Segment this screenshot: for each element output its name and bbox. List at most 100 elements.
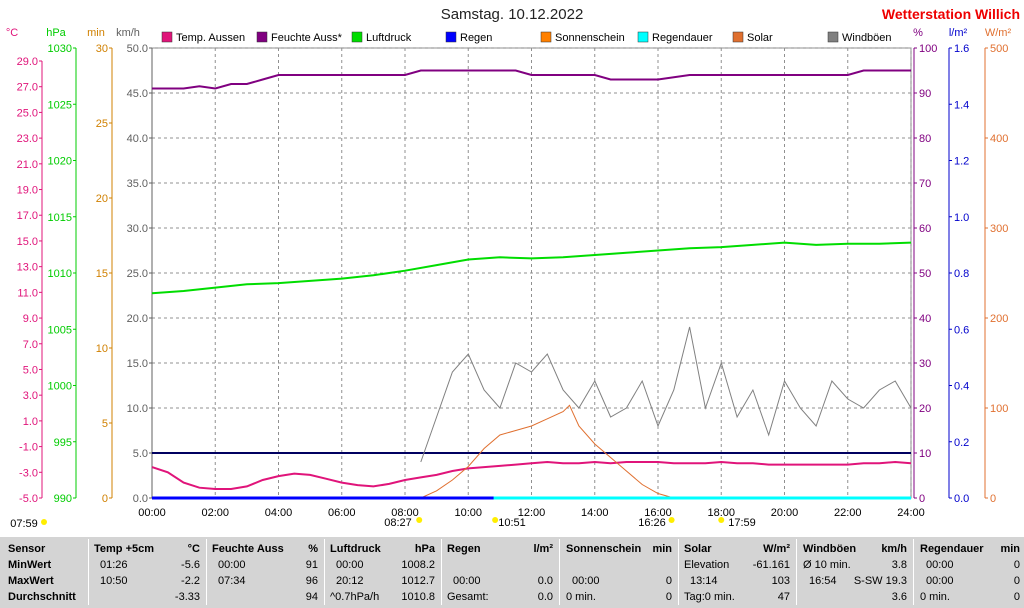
legend-label: Solar (747, 32, 773, 44)
event-label: 17:59 (728, 517, 756, 529)
legend-label: Regen (460, 32, 492, 44)
wm2-axis-tick-label: 400 (990, 133, 1008, 145)
temp-avg: -3.33 (174, 591, 200, 603)
celsius-axis-tick-label: 13.0 (17, 262, 38, 274)
kmh-axis-tick-label: 35.0 (127, 178, 148, 190)
event-marker (416, 517, 423, 523)
lm2-axis-tick-label: 0.2 (954, 437, 969, 449)
percent-axis-tick-label: 60 (919, 223, 931, 235)
celsius-axis-tick-label: 23.0 (17, 133, 38, 145)
humidity-max-time: 07:34 (218, 575, 246, 587)
hpa-axis-tick-label: 1005 (48, 324, 72, 336)
wm2-axis-tick-label: 200 (990, 313, 1008, 325)
solar-elevation-label: Elevation (684, 559, 730, 571)
min-axis-tick-label: 0 (102, 493, 108, 505)
wm2-axis-tick-label: 500 (990, 43, 1008, 55)
wm2-axis-unit-label: W/m² (985, 27, 1012, 39)
solar-max-time: 13:14 (690, 575, 718, 587)
min-axis-tick-label: 25 (96, 118, 108, 130)
x-tick-label: 24:00 (897, 507, 925, 519)
percent-axis-tick-label: 40 (919, 313, 931, 325)
series-solar (420, 404, 674, 499)
stats-col-rain: Regen l/m² 00:00 0.0 Gesamt: 0.0 (447, 541, 553, 607)
kmh-axis-tick-label: 25.0 (127, 268, 148, 280)
stats-separator (678, 539, 679, 605)
solar-header: Solar (684, 543, 712, 555)
rain-unit: l/m² (533, 543, 553, 555)
stats-separator (559, 539, 560, 605)
temp-header: Temp +5cm (94, 543, 155, 555)
event-label: 07:59 (10, 518, 38, 530)
solar-avg: 47 (777, 591, 790, 603)
legend-label: Windböen (842, 32, 892, 44)
weather-chart: 00:00 02:00 04:00 06:00 08:00 10:00 12:00 14:00… (6, 27, 1012, 530)
percent-axis-tick-label: 80 (919, 133, 931, 145)
celsius-axis-tick-label: 17.0 (17, 210, 38, 222)
hpa-axis-tick-label: 1010 (48, 268, 72, 280)
temp-min: -5.6 (181, 559, 200, 571)
sunshine-unit: min (652, 543, 672, 555)
legend-label: Luftdruck (366, 32, 412, 44)
hpa-axis-tick-label: 1015 (48, 212, 72, 224)
rain-max: 0.0 (537, 575, 553, 587)
lm2-axis-tick-label: 1.6 (954, 43, 969, 55)
legend-swatch (445, 31, 457, 43)
hpa-axis-tick-label: 1020 (48, 156, 72, 168)
kmh-axis-tick-label: 20.0 (127, 313, 148, 325)
wind-max: S-SW 19.3 (853, 575, 907, 587)
raindur-total-label: 0 min. (920, 591, 950, 603)
raindur-avg: 0 (1013, 591, 1020, 603)
legend-swatch (161, 31, 173, 43)
humidity-header: Feuchte Auss (212, 543, 284, 555)
rain-total: 0.0 (537, 591, 553, 603)
lm2-axis-tick-label: 0.4 (954, 381, 969, 393)
rain-total-label: Gesamt: (447, 591, 489, 603)
kmh-axis-tick-label: 5.0 (133, 448, 148, 460)
wind-avg10: 3.8 (891, 559, 907, 571)
stats-table: Sensor MinWert MaxWert Durchschnitt Temp… (0, 537, 1024, 608)
sunshine-total: 0 (665, 591, 672, 603)
temp-unit: °C (187, 543, 200, 555)
event-label: 08:27 (384, 517, 412, 529)
celsius-axis-tick-label: 1.0 (23, 416, 38, 428)
celsius-axis-tick-label: 29.0 (17, 56, 38, 68)
solar-unit: W/m² (763, 543, 790, 555)
percent-axis-tick-label: 90 (919, 88, 931, 100)
percent-axis-tick-label: 20 (919, 403, 931, 415)
x-tick-label: 00:00 (138, 507, 166, 519)
kmh-axis-tick-label: 30.0 (127, 223, 148, 235)
celsius-axis-tick-label: -3.0 (19, 467, 38, 479)
min-axis-tick-label: 15 (96, 268, 108, 280)
sunshine-total-label: 0 min. (566, 591, 596, 603)
rain-max-time: 00:00 (453, 575, 481, 587)
stats-col-humidity: Feuchte Auss% 00:00 91 07:34 96 94 (212, 541, 318, 607)
x-tick-label: 14:00 (581, 507, 609, 519)
x-tick-label: 06:00 (328, 507, 356, 519)
temp-max: -2.2 (181, 575, 200, 587)
legend-swatch (732, 31, 744, 43)
humidity-max: 96 (305, 575, 318, 587)
pressure-unit: hPa (414, 543, 435, 555)
celsius-axis-tick-label: 7.0 (23, 339, 38, 351)
x-tick-label: 02:00 (201, 507, 229, 519)
pressure-header: Luftdruck (330, 543, 381, 555)
lm2-axis-tick-label: 0.0 (954, 493, 969, 505)
temp-min-time: 01:26 (100, 559, 128, 571)
celsius-axis-tick-label: -5.0 (19, 493, 38, 505)
stats-col-sensor: Sensor MinWert MaxWert Durchschnitt (8, 541, 88, 607)
stats-label-sensor: Sensor (8, 543, 46, 555)
stats-separator (88, 539, 89, 605)
percent-axis-tick-label: 10 (919, 448, 931, 460)
x-tick-label: 16:00 (644, 507, 672, 519)
percent-axis-tick-label: 30 (919, 358, 931, 370)
celsius-axis-tick-label: -1.0 (19, 442, 38, 454)
stats-label-avg: Durchschnitt (8, 591, 76, 603)
x-tick-label: 12:00 (518, 507, 546, 519)
celsius-axis-tick-label: 5.0 (23, 364, 38, 376)
celsius-axis-tick-label: 11.0 (17, 287, 38, 299)
x-tick-label: 18:00 (707, 507, 735, 519)
lm2-axis-tick-label: 0.6 (954, 324, 969, 336)
event-label: 16:26 (638, 517, 666, 529)
stats-separator (796, 539, 797, 605)
stats-col-solar: Solar W/m² Elevation -61.161 13:14 103 Tag:… (684, 541, 790, 607)
